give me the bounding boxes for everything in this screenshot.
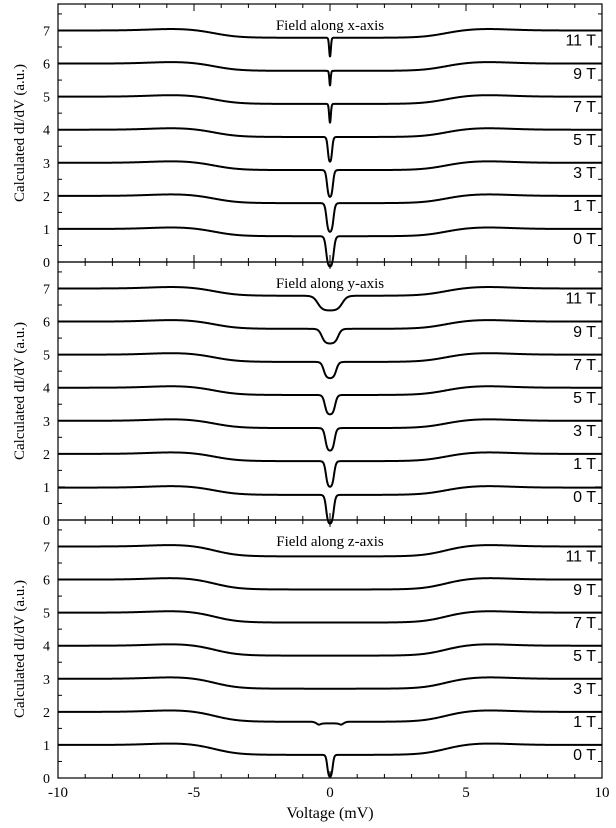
y-tick-label: 7: [43, 24, 50, 39]
series-label: 11 T: [565, 549, 596, 566]
series-label: 5 T: [573, 648, 596, 665]
y-tick-label: 6: [43, 58, 50, 73]
series-label: 9 T: [573, 324, 596, 341]
y-axis-label: Calculated dI/dV (a.u.): [12, 322, 28, 460]
x-tick-label: 5: [462, 785, 470, 801]
panel-1: 0 1 2 3 4 5 6 7 Field along x-axis Calculated dI/…: [12, 3, 603, 271]
plot-frame: [57, 519, 603, 779]
x-tick-label: 10: [595, 785, 610, 801]
y-axis-label: Calculated dI/dV (a.u.): [12, 580, 28, 718]
plot-frame: [57, 3, 603, 263]
series-line: [57, 160, 603, 198]
series-line: [57, 418, 603, 452]
y-tick-label: 5: [43, 91, 50, 106]
y-tick-label: 1: [43, 481, 50, 496]
series-label: 3 T: [573, 165, 596, 182]
y-tick-label: 0: [43, 514, 50, 529]
series-label: 9 T: [573, 66, 596, 83]
series-line: [57, 352, 603, 380]
series-line: [57, 643, 603, 657]
y-tick-label: 4: [43, 640, 50, 655]
y-tick-label: 2: [43, 190, 50, 205]
series-label: 11 T: [565, 33, 596, 50]
y-tick-label: 5: [43, 349, 50, 364]
series-label: 7 T: [573, 99, 596, 116]
series-label: 7 T: [573, 357, 596, 374]
y-tick-label: 2: [43, 706, 50, 721]
series-line: [57, 385, 603, 416]
y-tick-label: 5: [43, 607, 50, 622]
series-label: 9 T: [573, 582, 596, 599]
x-tick-label: -10: [48, 785, 68, 801]
series-label: 0 T: [573, 231, 596, 248]
y-tick-label: 3: [43, 157, 50, 172]
series-line: [57, 286, 603, 312]
series-label: 0 T: [573, 747, 596, 764]
series-line: [57, 676, 603, 690]
x-axis-label: Voltage (mV): [286, 805, 373, 822]
panel-title: Field along z-axis: [276, 534, 384, 550]
y-tick-label: 3: [43, 673, 50, 688]
panel-title: Field along x-axis: [276, 18, 384, 34]
y-tick-label: 2: [43, 448, 50, 463]
series-line: [57, 610, 603, 624]
series-label: 5 T: [573, 132, 596, 149]
series-line: [57, 94, 603, 124]
y-tick-label: 4: [43, 124, 50, 139]
panel-title: Field along y-axis: [276, 276, 384, 292]
y-axis-label: Calculated dI/dV (a.u.): [12, 64, 28, 202]
y-tick-label: 1: [43, 739, 50, 754]
series-line: [57, 193, 603, 233]
series-label: 1 T: [573, 456, 596, 473]
series-line: [57, 742, 603, 778]
y-tick-label: 7: [43, 540, 50, 555]
series-line: [57, 577, 603, 591]
y-tick-label: 3: [43, 415, 50, 430]
series-label: 1 T: [573, 714, 596, 731]
series-label: 7 T: [573, 615, 596, 632]
y-tick-label: 4: [43, 382, 50, 397]
series-line: [57, 319, 603, 345]
series-label: 5 T: [573, 390, 596, 407]
series-label: 11 T: [565, 291, 596, 308]
y-tick-label: 1: [43, 223, 50, 238]
series-line: [57, 61, 603, 87]
panel-3: 0 1 2 3 4 5 6 7 -10 -5 0 5 10 Field along z-axis Calcu…: [12, 519, 610, 822]
panel-2: 0 1 2 3 4 5 6 7 Field along y-axis Calculated dI/…: [12, 261, 603, 529]
series-label: 3 T: [573, 423, 596, 440]
x-tick-label: -5: [188, 785, 201, 801]
y-tick-label: 7: [43, 282, 50, 297]
y-tick-label: 6: [43, 574, 50, 589]
series-label: 3 T: [573, 681, 596, 698]
y-tick-label: 0: [43, 256, 50, 271]
series-line: [57, 544, 603, 558]
series-line: [57, 451, 603, 488]
series-line: [57, 709, 603, 726]
series-label: 0 T: [573, 489, 596, 506]
series-line: [57, 28, 603, 58]
y-tick-label: 0: [43, 772, 50, 787]
plot-frame: [57, 261, 603, 521]
y-tick-label: 6: [43, 316, 50, 331]
series-label: 1 T: [573, 198, 596, 215]
series-line: [57, 127, 603, 163]
x-tick-label: 0: [326, 785, 334, 801]
